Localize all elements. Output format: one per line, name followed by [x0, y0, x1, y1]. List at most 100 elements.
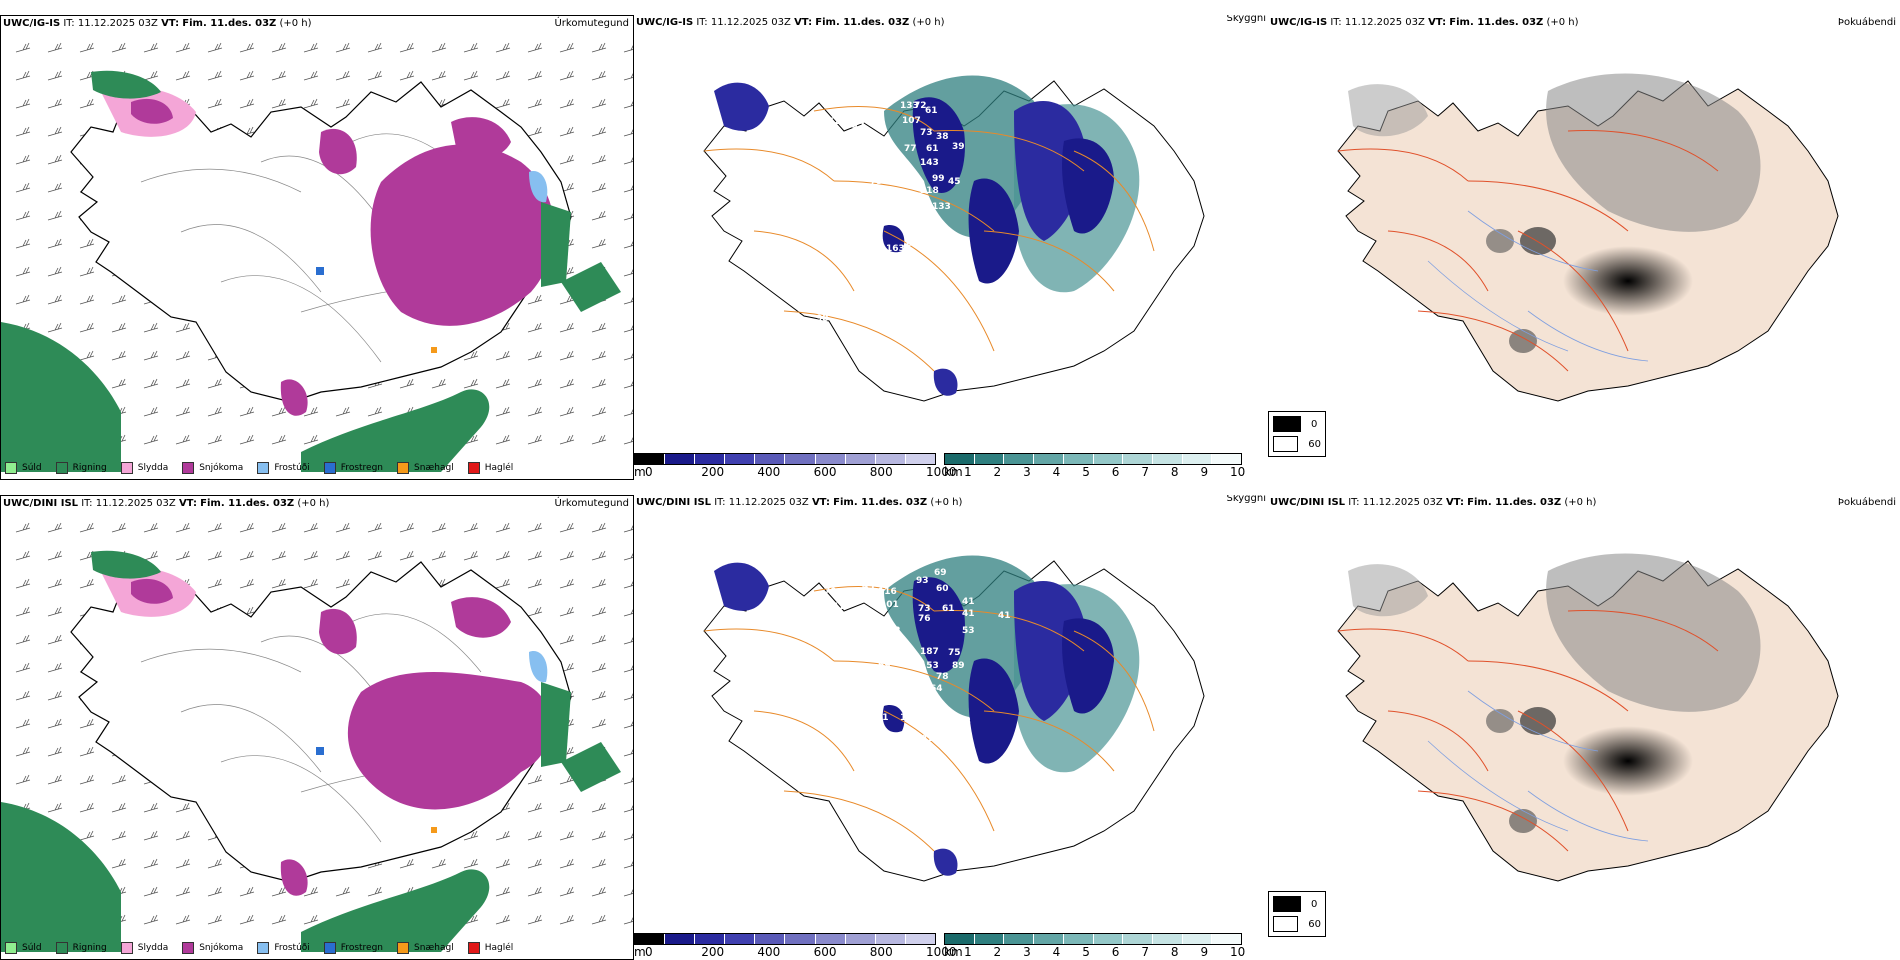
- forecast-row: UWC/DINI ISL IT: 11.12.2025 03Z VT: Fim.…: [0, 495, 1900, 960]
- legend-swatch: [120, 462, 133, 474]
- it-value: 11.12.2025 03Z: [728, 497, 809, 508]
- visibility-colorbar-ticks: km 1 2 3 4 5 6 7 8 9 10: [944, 945, 1264, 960]
- colorbar-segment: [974, 934, 1005, 944]
- colorbar-segment: [1152, 934, 1183, 944]
- lead-time: (+0 h): [912, 17, 945, 28]
- legend-label: Snjókoma: [199, 943, 244, 953]
- colorbar-segment: [665, 454, 696, 464]
- precip-label: 11: [742, 206, 755, 216]
- colorbar-segment: [1093, 934, 1124, 944]
- legend-swatch: [323, 462, 336, 474]
- precip-label: 72: [914, 101, 927, 111]
- precip-label: 107: [902, 116, 921, 126]
- colorbar-segment: [755, 934, 786, 944]
- fog-legend: 0 60: [1268, 411, 1326, 457]
- legend-item: Snæhagl: [397, 942, 454, 954]
- precip-label: 143: [920, 158, 939, 168]
- colorbar-tick: 6: [1111, 945, 1120, 959]
- colorbar-segment: [905, 934, 935, 944]
- legend-label: Snjókoma: [199, 463, 244, 473]
- colorbar-segment: [1182, 934, 1213, 944]
- panel-header: UWC/IG-IS IT: 11.12.2025 03Z VT: Fim. 11…: [3, 18, 312, 29]
- it-label: IT:: [1330, 17, 1342, 28]
- legend-label: Frostregn: [340, 463, 384, 473]
- colorbar-segment: [725, 454, 756, 464]
- fog-legend-item: 60: [1273, 436, 1321, 452]
- colorbar-tick: 10: [1230, 465, 1246, 479]
- visibility-panel: UWC/IG-IS IT: 11.12.2025 03Z VT: Fim. 11…: [634, 15, 1268, 480]
- precip-label: 116: [878, 587, 897, 597]
- fog-legend-swatch: [1273, 416, 1301, 432]
- colorbar-tick: 0: [645, 465, 653, 479]
- legend-label: Frostúði: [274, 943, 310, 953]
- precip-label: 119: [900, 713, 919, 723]
- lead-time: (+0 h): [1564, 497, 1597, 508]
- precip-label: 75: [828, 846, 841, 856]
- colorbar-segment: [1034, 454, 1064, 464]
- precip-label: 93: [916, 576, 929, 586]
- precip-label: 39: [852, 94, 865, 104]
- legend-label: Súld: [22, 943, 42, 953]
- colorbar-tick: 3: [1023, 465, 1031, 479]
- precip-label: 61: [926, 144, 939, 154]
- it-value: 11.12.2025 03Z: [77, 18, 158, 29]
- precip-label: 61: [942, 604, 955, 614]
- colorbar-tick: 1000: [926, 465, 957, 479]
- precip-label: 61: [844, 159, 857, 169]
- precip-label: 77: [904, 144, 917, 154]
- precip-label: 74: [910, 192, 923, 202]
- precip-label: 65: [842, 144, 855, 154]
- colorbar-segment: [635, 934, 666, 944]
- precip-label: 121: [870, 686, 889, 696]
- precip-label: 60: [842, 641, 855, 651]
- legend-swatch: [397, 462, 410, 474]
- legend-item: Haglél: [467, 942, 513, 954]
- precip-label: 61: [818, 132, 831, 142]
- colorbar-segment: [785, 454, 816, 464]
- precip-label: 133: [900, 101, 919, 111]
- colorbar-tick: 2: [993, 465, 1002, 479]
- colorbar-segment: [1034, 934, 1064, 944]
- panel-title-precip: Úrkomutegund: [554, 18, 629, 29]
- colorbar-tick: 4: [1052, 465, 1061, 479]
- precip-label: 101: [880, 600, 899, 610]
- vt-value: Fim. 11.des. 03Z: [200, 498, 295, 509]
- precip-label: 41: [962, 597, 975, 607]
- precip-label: 150: [634, 75, 641, 85]
- height-colorbar: [634, 933, 936, 945]
- legend-swatch: [120, 942, 133, 954]
- vt-value: Fim. 11.des. 03Z: [1467, 497, 1562, 508]
- legend-item: Frostregn: [323, 462, 384, 474]
- precip-label: 61: [830, 696, 843, 706]
- model-name: UWC/DINI ISL: [3, 498, 79, 509]
- fog-legend-label: 0: [1311, 418, 1318, 430]
- fog-legend-swatch: [1273, 916, 1299, 932]
- colorbar-tick: 4: [1052, 945, 1061, 959]
- precip-label: 64: [906, 239, 919, 249]
- legend-swatch: [467, 942, 480, 954]
- legend-swatch: [5, 462, 17, 474]
- panel-title-visibility: Skyggni: [1226, 15, 1266, 24]
- precip-label: 59: [858, 687, 871, 697]
- precip-label: 41: [998, 611, 1011, 621]
- colorbar-segment: [875, 934, 906, 944]
- precip-label: 69: [934, 568, 947, 578]
- precip-type-panel: UWC/IG-IS IT: 11.12.2025 03Z VT: Fim. 11…: [0, 15, 634, 480]
- legend-swatch: [467, 462, 480, 474]
- colorbar-tick: 0: [645, 945, 653, 959]
- legend-label: Slydda: [137, 943, 169, 953]
- colorbar-tick: 3: [1023, 945, 1031, 959]
- colorbar-unit: km: [944, 945, 963, 959]
- precip-label: 99: [932, 174, 945, 184]
- colorbar-segment: [1093, 454, 1124, 464]
- fog-legend-item: 60: [1273, 916, 1321, 932]
- legend-item: Frostregn: [323, 942, 383, 954]
- colorbar-segment: [1123, 934, 1153, 944]
- colorbar-tick: 800: [869, 945, 893, 959]
- colorbar-tick: 800: [869, 465, 893, 479]
- precip-label: 73: [870, 177, 883, 187]
- colorbar-tick: 200: [701, 465, 725, 479]
- precip-label: 43: [862, 582, 875, 592]
- precip-label: 60: [936, 584, 949, 594]
- precip-label: 112: [876, 214, 895, 224]
